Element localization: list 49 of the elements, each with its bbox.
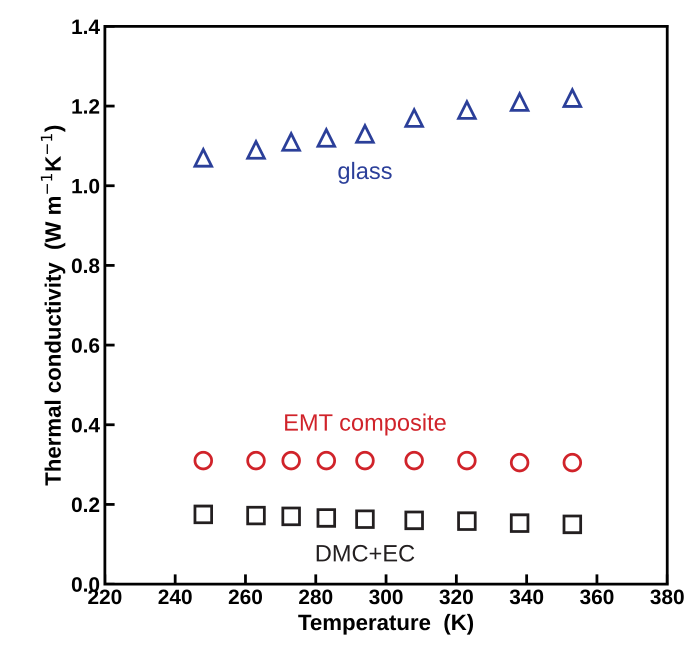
point: [194, 504, 214, 524]
point: [510, 92, 530, 112]
x-tick-label: 220: [88, 590, 122, 604]
x-axis-title: Temperature (K): [298, 614, 474, 635]
point: [355, 509, 375, 529]
y-tick-label: 0.0: [72, 577, 100, 592]
point: [404, 108, 424, 128]
y-tick-label: 0.4: [72, 418, 100, 433]
point: [355, 124, 375, 144]
point: [246, 450, 266, 470]
x-tick-label: 300: [369, 590, 403, 604]
point: [246, 140, 266, 160]
x-tick-label: 260: [228, 590, 262, 604]
series-label: DMC+EC: [316, 544, 414, 562]
point: [194, 148, 214, 168]
series-label: glass: [338, 162, 392, 184]
point: [194, 450, 214, 470]
point: [510, 452, 530, 472]
y-tick-label: 1.4: [72, 20, 100, 34]
point: [281, 450, 301, 470]
point: [316, 450, 336, 470]
point: [316, 508, 336, 528]
y-tick-label: 1.0: [72, 178, 100, 194]
x-tick-label: 380: [650, 590, 684, 604]
x-tick-label: 280: [299, 590, 332, 604]
point: [510, 513, 530, 533]
point: [457, 450, 477, 470]
point: [457, 100, 477, 120]
point: [316, 128, 336, 148]
point: [562, 88, 582, 108]
point: [562, 452, 582, 472]
y-tick-label: 1.2: [72, 99, 100, 114]
point: [281, 132, 301, 152]
point: [404, 450, 424, 470]
point: [562, 514, 582, 534]
x-tick-label: 340: [510, 590, 544, 604]
y-axis-title: Thermal conductivity (W m$^{−1}$K$^{−1}$): [40, 126, 66, 486]
point: [404, 510, 424, 530]
point: [246, 506, 266, 526]
x-tick-label: 240: [158, 590, 192, 604]
series-label: EMT composite: [285, 413, 446, 436]
x-tick-label: 320: [439, 590, 473, 604]
y-tick-label: 0.2: [72, 497, 100, 512]
x-tick-label: 360: [580, 590, 614, 604]
y-tick-label: 0.6: [72, 338, 100, 353]
point: [457, 511, 477, 531]
point: [281, 506, 301, 526]
point: [355, 450, 375, 470]
y-tick-label: 0.8: [72, 258, 100, 274]
